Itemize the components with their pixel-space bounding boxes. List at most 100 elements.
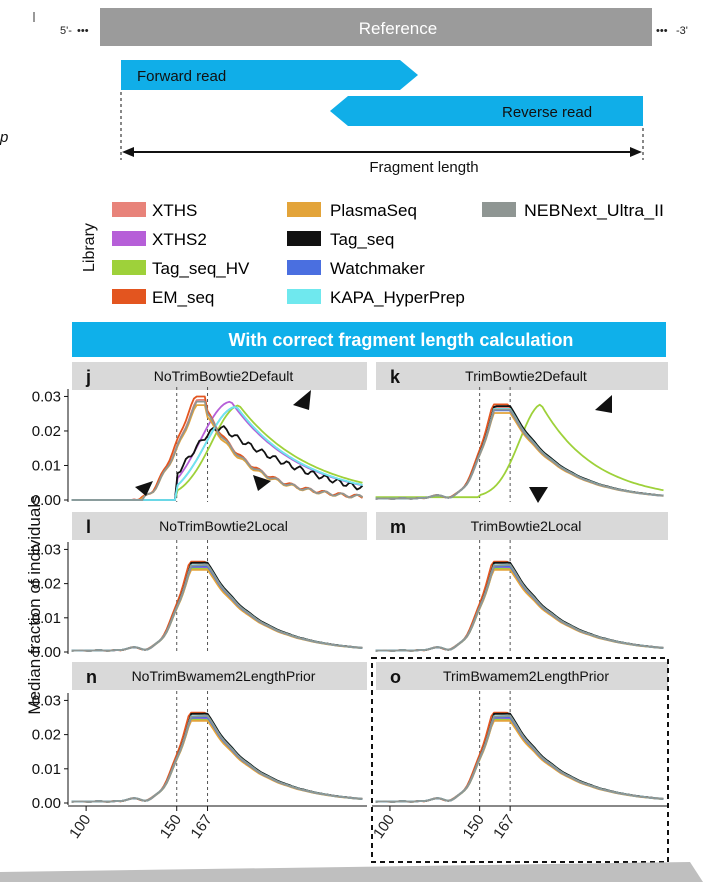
facet-panels: j NoTrimBowtie2Default 0.00 0.01 0.02 0.03 k Tr… xyxy=(32,362,668,842)
panel-j-arrowhead-middle xyxy=(253,475,271,491)
panel-j-y-tick-label: 0.00 xyxy=(32,492,61,509)
panel-j-series-xths2 xyxy=(71,400,363,501)
panel-k-series-tag-seq xyxy=(375,405,664,500)
panel-m-letter: m xyxy=(390,517,406,537)
panel-j-series-xths xyxy=(71,399,363,501)
panel-l-letter: l xyxy=(86,517,91,537)
panel-o-series-tag-seq xyxy=(375,712,664,803)
panel-l-series-nebnext-ultra-ii xyxy=(71,564,363,652)
legend: Library XTHS XTHS2 Tag_seq_HV EM_seq Pla… xyxy=(81,201,664,307)
legend-swatch-kapa-hyperprep xyxy=(287,289,321,304)
legend-label-kapa-hyperprep: KAPA_HyperPrep xyxy=(330,288,465,307)
panel-k-title: TrimBowtie2Default xyxy=(465,368,587,384)
panel-j-series-plasmaseq xyxy=(71,404,363,501)
bottom-wedge xyxy=(0,862,703,882)
panel-n-series-nebnext-ultra-ii xyxy=(71,715,363,803)
legend-swatch-tag-seq xyxy=(287,231,321,246)
panel-n-letter: n xyxy=(86,667,97,687)
panel-l-y-tick-label: 0.01 xyxy=(32,610,61,627)
y-axis-label: Median fraction of individuals xyxy=(25,495,44,714)
x-tick-label-2-100: 100 xyxy=(370,812,398,842)
legend-label-plasmaseq: PlasmaSeq xyxy=(330,201,417,220)
fragment-length-label: Fragment length xyxy=(369,159,478,176)
panel-m-series-em-seq xyxy=(375,560,664,652)
panel-o-title: TrimBwamem2LengthPrior xyxy=(443,668,609,684)
left-cutoff-text: p xyxy=(0,129,8,146)
legend-swatch-em-seq xyxy=(112,289,146,304)
legend-swatch-xths xyxy=(112,202,146,217)
legend-swatch-xths2 xyxy=(112,231,146,246)
panel-j-series-tag-seq-hv xyxy=(71,404,363,501)
panel-j-y-tick-label: 0.01 xyxy=(32,457,61,474)
three-prime-dots: ••• xyxy=(656,25,668,37)
panel-n-y-tick-label: 0.01 xyxy=(32,761,61,778)
legend-label-nebnext: NEBNext_Ultra_II xyxy=(524,201,664,220)
x-tick-label-1-100: 100 xyxy=(66,812,94,842)
panel-o-series-em-seq xyxy=(375,711,664,803)
panel-n-series-tag-seq xyxy=(71,712,363,803)
schematic: Reference 5'- ••• ••• -3' Forward read R… xyxy=(0,8,688,176)
panel-o: o TrimBwamem2LengthPrior xyxy=(375,662,668,805)
legend-label-tag-seq: Tag_seq xyxy=(330,230,394,249)
legend-label-xths: XTHS xyxy=(152,201,197,220)
legend-label-watchmaker: Watchmaker xyxy=(330,259,425,278)
panel-o-series-nebnext-ultra-ii xyxy=(375,715,664,803)
x-tick-label-2-150: 150 xyxy=(460,812,488,842)
panel-j-y-tick-label: 0.03 xyxy=(32,388,61,405)
fragment-left-arrowhead xyxy=(122,147,134,157)
panel-n-title: NoTrimBwamem2LengthPrior xyxy=(132,668,316,684)
legend-label-xths2: XTHS2 xyxy=(152,230,207,249)
panel-l-title: NoTrimBowtie2Local xyxy=(159,518,288,534)
panel-j-series-kapa-hyperprep xyxy=(71,406,363,501)
panel-o-strip xyxy=(376,662,668,690)
panel-j-series-watchmaker xyxy=(71,406,363,501)
legend-title: Library xyxy=(81,223,98,272)
three-prime-label: -3' xyxy=(676,25,688,37)
panel-k-arrowhead-bottom xyxy=(529,487,548,503)
banner-text: With correct fragment length calculation xyxy=(229,330,574,350)
panel-n-y-tick-label: 0.00 xyxy=(32,795,61,812)
highlight-box xyxy=(371,657,669,863)
reverse-read-arrow xyxy=(330,96,643,126)
panel-m-strip xyxy=(376,512,668,540)
panel-l-strip xyxy=(72,512,367,540)
fragment-right-arrowhead xyxy=(630,147,642,157)
panel-k-strip xyxy=(376,362,668,390)
five-prime-dots: ••• xyxy=(77,25,89,37)
panel-l-series-tag-seq xyxy=(71,561,363,652)
panel-j: j NoTrimBowtie2Default 0.00 0.01 0.02 0.03 xyxy=(32,362,367,509)
panel-k-letter: k xyxy=(390,367,401,387)
panel-m-series-tag-seq xyxy=(375,561,664,652)
panel-l-y-tick-label: 0.02 xyxy=(32,576,61,593)
legend-swatch-tag-seq-hv xyxy=(112,260,146,275)
legend-swatch-plasmaseq xyxy=(287,202,321,217)
panel-m-series-nebnext-ultra-ii xyxy=(375,564,664,652)
panel-j-strip xyxy=(72,362,367,390)
panel-j-letter: j xyxy=(85,367,91,387)
panel-k-arrowhead-top xyxy=(595,395,612,413)
panel-m: m TrimBowtie2Local xyxy=(375,512,668,654)
panel-k-series-nebnext-ultra-ii xyxy=(375,408,664,500)
panel-j-series-nebnext-ultra-ii xyxy=(71,400,364,501)
reference-bar xyxy=(100,8,652,46)
x-tick-label-1-167: 167 xyxy=(188,812,216,842)
panel-n-y-tick-label: 0.02 xyxy=(32,727,61,744)
panel-j-y-tick-label: 0.02 xyxy=(32,423,61,440)
panel-n-series-em-seq xyxy=(71,711,363,803)
banner xyxy=(72,322,666,357)
panel-k: k TrimBowtie2Default xyxy=(375,362,668,502)
x-tick-label-2-167: 167 xyxy=(490,812,518,842)
five-prime-label: 5'- xyxy=(60,25,72,37)
panel-k-series-tag-seq-hv xyxy=(375,403,664,499)
panel-l-y-tick-label: 0.00 xyxy=(32,644,61,661)
panel-m-title: TrimBowtie2Local xyxy=(471,518,582,534)
panel-n-strip xyxy=(72,662,367,690)
reference-label: Reference xyxy=(359,19,437,38)
panel-o-letter: o xyxy=(390,667,401,687)
panel-j-arrowhead-left xyxy=(135,481,153,496)
legend-swatch-nebnext xyxy=(482,202,516,217)
panel-l: l NoTrimBowtie2Local 0.00 0.01 0.02 0.03 xyxy=(32,512,367,661)
panel-l-series-em-seq xyxy=(71,560,363,652)
panel-j-series-tag-seq xyxy=(71,425,364,501)
